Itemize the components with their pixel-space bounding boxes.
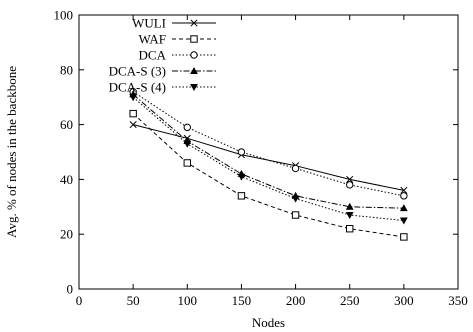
legend-wuli: WULI xyxy=(132,16,216,31)
plot-axes xyxy=(78,14,459,290)
series-dca-s-3-point xyxy=(399,204,408,212)
legend-dca-s-4: DCA-S (4) xyxy=(109,80,216,95)
series-waf-point xyxy=(291,211,300,219)
series-dca-s-4-point xyxy=(345,212,354,220)
series-wuli-point xyxy=(129,121,137,129)
y-axis-label: Avg. % of nodes in the backbone xyxy=(4,66,19,238)
series-dca-s-4-point xyxy=(291,195,300,203)
series-dca-line xyxy=(132,91,404,197)
y-tick-label: 0 xyxy=(67,282,74,297)
series-group xyxy=(129,88,408,241)
y-tick-label: 40 xyxy=(60,172,73,187)
legend-label: WAF xyxy=(139,32,166,47)
x-tick-label: 150 xyxy=(232,293,252,308)
series-waf-point xyxy=(129,109,137,118)
series-wuli xyxy=(129,121,408,194)
series-dca-s-3-line xyxy=(132,94,404,209)
y-tick-label: 60 xyxy=(60,117,73,132)
y-tick-label: 80 xyxy=(60,62,73,77)
series-dca-point xyxy=(183,123,191,132)
series-wuli-line xyxy=(133,124,404,191)
x-tick-label: 100 xyxy=(178,293,198,308)
legend-waf: WAF xyxy=(139,32,216,47)
series-wuli-point xyxy=(400,186,408,194)
series-dca-point xyxy=(346,181,354,189)
y-tick-label: 100 xyxy=(54,8,74,23)
x-axis-ticks: 0 50 100 150 200 250 300 350 xyxy=(76,15,468,308)
x-tick-label: 300 xyxy=(394,293,414,308)
series-waf-point xyxy=(237,192,246,200)
y-axis-ticks: 0 20 40 60 80 100 xyxy=(54,8,458,297)
series-dca-s-4-point xyxy=(129,94,138,102)
legend-label: DCA xyxy=(139,48,167,63)
series-dca-s-4 xyxy=(129,94,408,225)
x-tick-label: 250 xyxy=(340,293,360,308)
series-wuli-point xyxy=(346,175,354,183)
legend-dca-s-3: DCA-S (3) xyxy=(109,64,216,79)
x-tick-label: 0 xyxy=(76,293,83,308)
series-dca-s-3 xyxy=(129,90,408,212)
series-dca-point xyxy=(237,148,246,156)
legend-label: DCA-S (4) xyxy=(109,80,166,95)
x-axis-label: Nodes xyxy=(252,315,285,330)
plot-frame xyxy=(78,14,459,290)
series-waf-point xyxy=(346,225,354,233)
series-dca-s-4-point xyxy=(237,173,246,181)
series-dca-point xyxy=(400,192,408,200)
legend-marker xyxy=(190,35,198,43)
series-waf-point xyxy=(400,233,408,241)
legend-label: DCA-S (3) xyxy=(109,64,166,79)
legend-label: WULI xyxy=(132,16,166,31)
legend-marker xyxy=(190,66,198,74)
y-tick-label: 20 xyxy=(60,227,73,242)
series-dca xyxy=(129,88,408,200)
legend-marker xyxy=(190,51,198,59)
series-dca-s-3-point xyxy=(345,202,354,210)
x-tick-label: 200 xyxy=(286,293,306,308)
x-tick-label: 350 xyxy=(448,293,468,308)
legend-marker xyxy=(190,19,198,27)
series-dca-s-4-point xyxy=(183,140,192,148)
series-waf-point xyxy=(183,159,191,167)
series-dca-point xyxy=(291,164,300,173)
x-tick-label: 50 xyxy=(127,293,140,308)
series-dca-s-4-point xyxy=(399,217,408,225)
series-waf xyxy=(129,109,408,241)
series-dca-s-4-line xyxy=(132,96,404,221)
legend-dca: DCA xyxy=(139,48,216,63)
legend-marker xyxy=(190,84,198,92)
